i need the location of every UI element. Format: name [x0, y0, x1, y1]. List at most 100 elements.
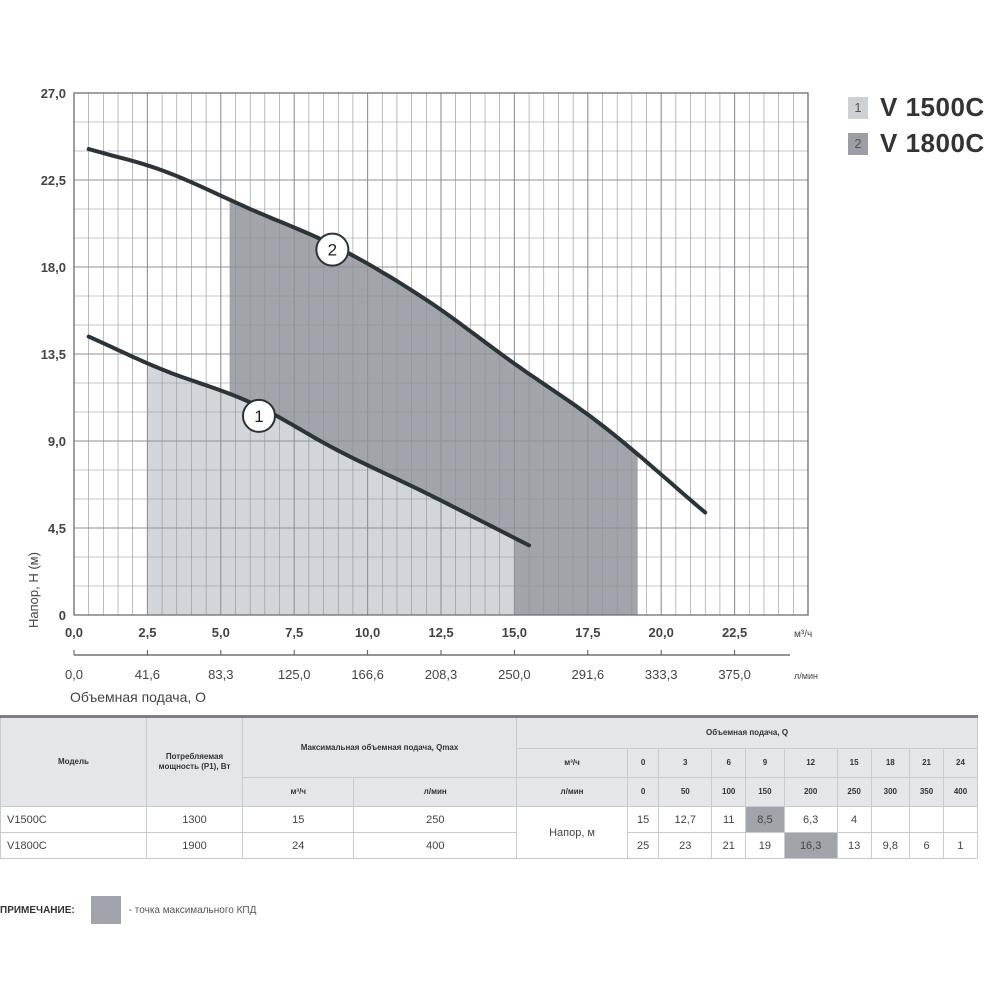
head-cell: 6: [909, 832, 944, 859]
x-tick-label: 15,0: [502, 625, 527, 640]
legend-number: 2: [848, 132, 868, 155]
head-cell: 11: [711, 806, 747, 833]
q-lmin-cell: 300: [870, 777, 911, 807]
header-power: Потребляемая мощность (Р1), Вт: [146, 715, 243, 807]
note: ПРИМЕЧАНИЕ: - точка максимального КПД: [0, 896, 256, 924]
q-m3-cell: 18: [870, 748, 911, 778]
legend-label: V 1500C: [880, 92, 985, 122]
y-tick-label: 9,0: [48, 434, 66, 449]
marker-circle: [315, 232, 350, 267]
marker-label: 1: [254, 407, 263, 426]
y-tick-label: 0: [59, 608, 66, 623]
y-tick-label: 13,5: [41, 347, 66, 362]
x-tick-label: 22,5: [722, 625, 747, 640]
q-lmin-cell: 250: [836, 777, 872, 807]
head-cell: 12,7: [658, 806, 713, 833]
qmax-unit-lmin: л/мин: [353, 777, 518, 807]
legend-label: V 1800C: [880, 128, 985, 158]
q-m3-cell: 0: [626, 748, 660, 778]
model-cell: V1800C: [0, 832, 147, 859]
x-tick-label: 7,5: [285, 625, 303, 640]
legend-item-v1500c: 1 V 1500C: [848, 92, 985, 123]
x-axis-title: Объемная подача, О: [70, 689, 206, 705]
legend-item-v1800c: 2 V 1800C: [848, 128, 985, 159]
qmax-lmin-cell: 400: [353, 832, 518, 859]
head-cell: 15: [626, 806, 660, 833]
head-cell-max-efficiency: 16,3: [783, 832, 838, 859]
qmax-unit-m3: м³/ч: [241, 777, 355, 807]
table-row: V1800C 1900 24 400 25 23 21 19 16,3 13 9…: [0, 832, 979, 859]
q-m3-cell: 24: [942, 748, 979, 778]
q-lmin-cell: 0: [626, 777, 660, 807]
y-tick-label: 27,0: [41, 86, 66, 101]
header-flow: Объемная подача, Q: [516, 715, 978, 749]
performance-table: Модель Потребляемая мощность (Р1), Вт Ма…: [0, 715, 979, 859]
q-m3-cell: 12: [783, 748, 838, 778]
power-cell: 1300: [146, 806, 243, 833]
x2-tick-label: 83,3: [208, 667, 233, 682]
q-lmin-cell: 400: [942, 777, 979, 807]
q-lmin-cell: 50: [658, 777, 713, 807]
x-tick-label: 10,0: [355, 625, 380, 640]
curve-series-2: [86, 147, 708, 515]
q-m3-cell: 6: [711, 748, 747, 778]
x2-tick-label: 291,6: [572, 667, 605, 682]
q-lmin-cell: 200: [783, 777, 838, 807]
shaded-region-1: [147, 363, 515, 615]
curve-series-1: [86, 334, 532, 548]
marker-circle: [241, 398, 276, 433]
head-cell: [870, 806, 911, 833]
x2-tick-label: 208,3: [425, 667, 458, 682]
head-cell: 21: [711, 832, 747, 859]
head-cell: 13: [836, 832, 872, 859]
x-tick-label: 0,0: [65, 625, 83, 640]
note-label: ПРИМЕЧАНИЕ:: [0, 904, 75, 916]
max-efficiency-swatch: [90, 896, 121, 924]
x2-tick-label: 250,0: [498, 667, 531, 682]
pump-curve-chart: 1 2 0 4,5 9,0 13,5 18,0 22,5 27,0 0,0 2,5 5,0 7,5 1…: [26, 86, 818, 705]
head-cell: 1: [942, 832, 979, 859]
head-cell-max-efficiency: 8,5: [745, 806, 785, 833]
header-qmax: Максимальная объемная подача, Qmax: [241, 715, 518, 778]
x2-axis-unit: л/мин: [794, 671, 818, 681]
y-axis-title: Напор, H (м): [26, 552, 41, 628]
head-cell: [909, 806, 944, 833]
unit-lmin: л/мин: [516, 777, 628, 807]
qmax-m3-cell: 24: [241, 832, 355, 859]
x-tick-label: 12,5: [428, 625, 453, 640]
header-model: Модель: [0, 715, 147, 807]
x2-tick-label: 41,6: [135, 667, 160, 682]
qmax-lmin-cell: 250: [353, 806, 518, 833]
head-cell: 25: [626, 832, 660, 859]
q-m3-cell: 15: [836, 748, 872, 778]
x2-tick-label: 166,6: [351, 667, 384, 682]
head-cell: 9,8: [870, 832, 911, 859]
curve-marker-1: 1: [241, 398, 276, 433]
model-cell: V1500C: [0, 806, 147, 833]
q-m3-cell: 21: [909, 748, 944, 778]
plot-border: [73, 92, 809, 616]
head-cell: 23: [658, 832, 713, 859]
q-lmin-cell: 150: [745, 777, 785, 807]
x-tick-label: 20,0: [649, 625, 674, 640]
q-lmin-cell: 350: [909, 777, 944, 807]
head-label-cell: Напор, м: [516, 806, 628, 859]
note-text: - точка максимального КПД: [128, 904, 257, 916]
head-cell: 19: [745, 832, 785, 859]
marker-label: 2: [328, 241, 337, 260]
legend-number: 1: [848, 96, 868, 119]
y-tick-label: 4,5: [48, 521, 66, 536]
y-tick-label: 18,0: [41, 260, 66, 275]
curve-marker-2: 2: [315, 232, 350, 267]
q-m3-cell: 9: [745, 748, 785, 778]
head-cell: 4: [836, 806, 872, 833]
head-cell: 6,3: [783, 806, 838, 833]
q-m3-cell: 3: [658, 748, 713, 778]
q-lmin-cell: 100: [711, 777, 747, 807]
unit-m3: м³/ч: [516, 748, 628, 778]
qmax-m3-cell: 15: [241, 806, 355, 833]
x-tick-label: 17,5: [575, 625, 600, 640]
power-cell: 1900: [146, 832, 243, 859]
x2-tick-label: 333,3: [645, 667, 678, 682]
x-axis-unit: м³/ч: [794, 629, 812, 640]
